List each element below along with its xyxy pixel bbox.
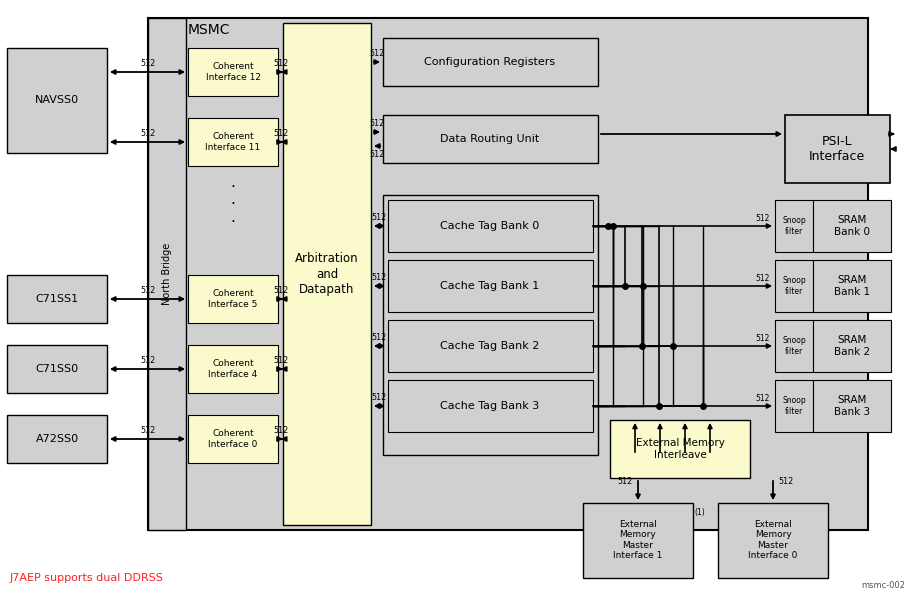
- Bar: [383, 115, 598, 163]
- Bar: [388, 260, 593, 312]
- Text: 512: 512: [371, 213, 387, 222]
- Bar: [813, 380, 891, 432]
- Text: 512: 512: [371, 333, 387, 342]
- Text: Cache Tag Bank 0: Cache Tag Bank 0: [440, 221, 539, 231]
- Text: SRAM
Bank 1: SRAM Bank 1: [834, 275, 870, 297]
- Text: 512: 512: [141, 286, 155, 295]
- Text: 512: 512: [141, 59, 155, 68]
- Bar: [7, 275, 107, 323]
- Bar: [283, 23, 371, 525]
- Bar: [583, 503, 693, 578]
- Text: 512: 512: [273, 426, 289, 435]
- Text: 512: 512: [778, 477, 793, 486]
- Text: 512: 512: [141, 426, 155, 435]
- Text: Coherent
Interface 12: Coherent Interface 12: [206, 63, 260, 82]
- Text: 512: 512: [618, 477, 633, 486]
- Bar: [188, 48, 278, 96]
- Text: 512: 512: [755, 334, 770, 343]
- Text: Cache Tag Bank 3: Cache Tag Bank 3: [440, 401, 539, 411]
- Text: NAVSS0: NAVSS0: [35, 95, 79, 105]
- Bar: [188, 275, 278, 323]
- Text: SRAM
Bank 3: SRAM Bank 3: [834, 395, 870, 417]
- Text: SRAM
Bank 2: SRAM Bank 2: [834, 335, 870, 357]
- Text: .
.
.: . . .: [231, 175, 235, 225]
- Text: 512: 512: [371, 273, 387, 282]
- Text: 512: 512: [273, 129, 289, 138]
- Bar: [610, 420, 750, 478]
- Bar: [813, 200, 891, 252]
- Text: C71SS1: C71SS1: [36, 294, 78, 304]
- Bar: [813, 260, 891, 312]
- Bar: [775, 380, 813, 432]
- Text: 512: 512: [755, 214, 770, 223]
- Bar: [7, 48, 107, 153]
- Text: SRAM
Bank 0: SRAM Bank 0: [834, 215, 870, 237]
- Bar: [388, 200, 593, 252]
- Bar: [775, 320, 813, 372]
- Text: Cache Tag Bank 2: Cache Tag Bank 2: [440, 341, 539, 351]
- Text: Coherent
Interface 4: Coherent Interface 4: [209, 359, 257, 378]
- Text: Snoop
filter: Snoop filter: [782, 277, 806, 296]
- Text: C71SS0: C71SS0: [36, 364, 78, 374]
- Text: 512: 512: [369, 49, 385, 58]
- Bar: [148, 18, 868, 530]
- Text: 512: 512: [755, 394, 770, 403]
- Text: 512: 512: [141, 129, 155, 138]
- Text: Arbitration
and
Datapath: Arbitration and Datapath: [295, 253, 358, 296]
- Bar: [7, 345, 107, 393]
- Text: Coherent
Interface 5: Coherent Interface 5: [209, 289, 257, 309]
- Text: PSI-L
Interface: PSI-L Interface: [809, 135, 865, 163]
- Text: 512: 512: [369, 150, 385, 159]
- Text: J7AEP supports dual DDRSS: J7AEP supports dual DDRSS: [10, 573, 164, 583]
- Text: External Memory
Interleave: External Memory Interleave: [636, 438, 724, 460]
- Text: msmc-002: msmc-002: [861, 581, 905, 590]
- Bar: [813, 320, 891, 372]
- Bar: [785, 115, 890, 183]
- Text: Snoop
filter: Snoop filter: [782, 396, 806, 415]
- Text: Cache Tag Bank 1: Cache Tag Bank 1: [440, 281, 539, 291]
- Text: 512: 512: [371, 393, 387, 402]
- Text: External
Memory
Master
Interface 1: External Memory Master Interface 1: [613, 520, 663, 560]
- Text: 512: 512: [273, 356, 289, 365]
- Bar: [775, 260, 813, 312]
- Text: Configuration Registers: Configuration Registers: [425, 57, 556, 67]
- Text: MSMC: MSMC: [188, 23, 231, 37]
- Text: 512: 512: [369, 119, 385, 128]
- Text: Coherent
Interface 0: Coherent Interface 0: [209, 429, 257, 449]
- Bar: [188, 415, 278, 463]
- Bar: [148, 18, 186, 530]
- Bar: [718, 503, 828, 578]
- Text: (1): (1): [694, 508, 705, 517]
- Text: Data Routing Unit: Data Routing Unit: [440, 134, 539, 144]
- Text: Snoop
filter: Snoop filter: [782, 216, 806, 235]
- Text: 512: 512: [755, 274, 770, 283]
- Bar: [188, 345, 278, 393]
- Bar: [388, 320, 593, 372]
- Bar: [388, 380, 593, 432]
- Text: 512: 512: [273, 59, 289, 68]
- Text: 512: 512: [273, 286, 289, 295]
- Text: Snoop
filter: Snoop filter: [782, 336, 806, 356]
- Text: External
Memory
Master
Interface 0: External Memory Master Interface 0: [748, 520, 798, 560]
- Bar: [775, 200, 813, 252]
- Bar: [383, 195, 598, 455]
- Bar: [188, 118, 278, 166]
- Text: North Bridge: North Bridge: [162, 243, 172, 305]
- Text: A72SS0: A72SS0: [36, 434, 78, 444]
- Text: 512: 512: [141, 356, 155, 365]
- Bar: [383, 38, 598, 86]
- Bar: [7, 415, 107, 463]
- Text: Coherent
Interface 11: Coherent Interface 11: [206, 132, 261, 152]
